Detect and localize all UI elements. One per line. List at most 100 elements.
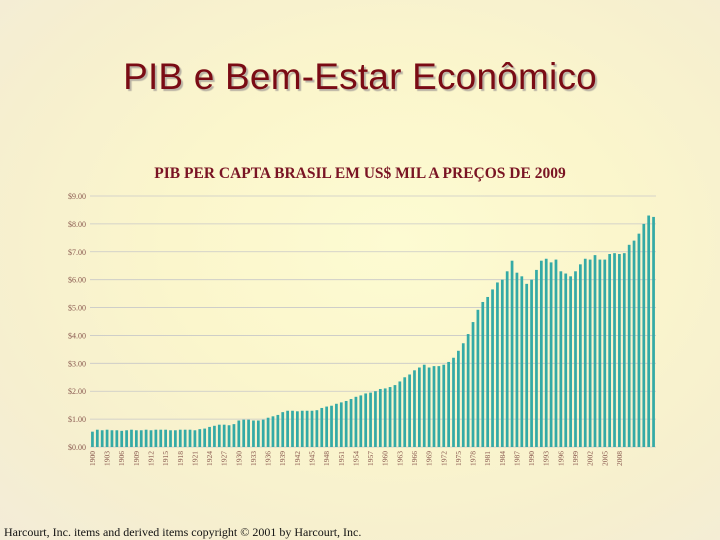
x-tick-label: 1942 bbox=[293, 451, 302, 466]
bar bbox=[466, 334, 470, 447]
bar bbox=[213, 425, 216, 447]
bar bbox=[408, 374, 411, 447]
bar bbox=[134, 430, 138, 447]
bar bbox=[159, 429, 163, 447]
bar bbox=[91, 431, 94, 447]
x-tick-label: 1909 bbox=[132, 451, 141, 466]
bars bbox=[91, 215, 655, 447]
bar bbox=[291, 410, 294, 447]
x-tick-label: 1975 bbox=[454, 451, 463, 466]
bar bbox=[432, 366, 436, 447]
bar bbox=[642, 223, 646, 447]
x-tick-label: 1996 bbox=[556, 451, 565, 466]
bar bbox=[447, 361, 450, 447]
x-tick-label: 1984 bbox=[498, 451, 507, 466]
x-tick-label: 1951 bbox=[337, 451, 346, 466]
bar bbox=[139, 430, 143, 447]
bar bbox=[510, 260, 514, 447]
bar bbox=[647, 215, 651, 447]
bar bbox=[100, 430, 104, 447]
y-tick-label: $7.00 bbox=[68, 248, 86, 257]
bar bbox=[130, 429, 133, 447]
bar bbox=[198, 429, 202, 447]
bar bbox=[178, 429, 182, 447]
bar bbox=[549, 262, 553, 447]
bar bbox=[388, 387, 392, 447]
x-tick-label: 1936 bbox=[264, 451, 273, 466]
bar bbox=[286, 410, 289, 447]
x-tick-label: 1912 bbox=[146, 451, 155, 466]
bar bbox=[281, 412, 285, 447]
x-tick-label: 1972 bbox=[439, 451, 448, 466]
x-tick-label: 1990 bbox=[527, 451, 536, 466]
bar bbox=[115, 430, 119, 447]
bar bbox=[369, 392, 372, 447]
bar bbox=[310, 410, 314, 447]
x-tick-label: 1963 bbox=[395, 451, 404, 466]
bar bbox=[393, 385, 397, 447]
bar bbox=[125, 430, 128, 447]
x-tick-label: 1981 bbox=[483, 451, 492, 466]
bar bbox=[637, 233, 641, 447]
x-tick-label: 1927 bbox=[220, 451, 229, 466]
bar bbox=[461, 343, 465, 447]
x-tick-label: 1900 bbox=[88, 451, 97, 466]
bar bbox=[188, 429, 192, 447]
x-tick-label: 1993 bbox=[542, 451, 551, 466]
bar bbox=[217, 424, 221, 447]
bar bbox=[232, 424, 236, 447]
bar bbox=[398, 381, 402, 447]
y-axis-ticks: $0.00 $1.00 $2.00 $3.00 $4.00 $5.00 $6.00 $7.00… bbox=[68, 192, 86, 452]
bar bbox=[486, 296, 490, 447]
bar bbox=[481, 301, 485, 447]
x-tick-label: 1903 bbox=[103, 451, 112, 466]
bar bbox=[535, 269, 538, 447]
bar bbox=[403, 377, 407, 447]
x-tick-label: 1918 bbox=[176, 451, 185, 466]
x-tick-label: 1999 bbox=[571, 451, 580, 466]
bar bbox=[569, 276, 572, 447]
bar bbox=[422, 364, 426, 447]
bar bbox=[344, 400, 348, 447]
bar bbox=[169, 430, 172, 447]
bar bbox=[305, 410, 309, 447]
bar bbox=[105, 429, 109, 447]
x-tick-label: 1969 bbox=[425, 451, 434, 466]
copyright-footer: Harcourt, Inc. items and derived items c… bbox=[4, 525, 362, 539]
y-tick-label: $3.00 bbox=[68, 359, 86, 368]
x-axis-ticks: 1900 1903 1906 1909 1912 1915 1918 1921 1924 1927… bbox=[88, 451, 624, 466]
bar bbox=[652, 216, 655, 447]
bar bbox=[174, 430, 177, 447]
x-tick-label: 1939 bbox=[278, 451, 287, 466]
x-tick-label: 1930 bbox=[234, 451, 243, 466]
bar bbox=[359, 395, 363, 447]
bar bbox=[325, 406, 329, 447]
y-tick-label: $9.00 bbox=[68, 192, 86, 201]
bar bbox=[588, 259, 592, 447]
bar bbox=[378, 388, 382, 447]
bar bbox=[183, 429, 187, 447]
bar bbox=[374, 391, 377, 447]
bar bbox=[427, 367, 431, 447]
bar bbox=[256, 420, 260, 447]
bar bbox=[335, 403, 338, 447]
bar bbox=[622, 253, 626, 447]
bar bbox=[300, 410, 304, 447]
bar bbox=[496, 282, 499, 447]
bar bbox=[520, 276, 524, 447]
bar bbox=[539, 260, 543, 447]
bar bbox=[608, 254, 612, 447]
x-tick-label: 2002 bbox=[586, 451, 595, 466]
bar bbox=[417, 367, 421, 447]
bar bbox=[276, 414, 280, 447]
bar bbox=[583, 258, 587, 447]
bar bbox=[237, 420, 241, 447]
x-tick-label: 1921 bbox=[190, 451, 199, 466]
bar bbox=[618, 254, 621, 447]
bar bbox=[554, 259, 558, 447]
y-tick-label: $0.00 bbox=[68, 443, 86, 452]
bar bbox=[593, 255, 597, 447]
bar bbox=[505, 271, 509, 447]
bar bbox=[271, 416, 275, 447]
y-tick-label: $5.00 bbox=[68, 304, 86, 313]
